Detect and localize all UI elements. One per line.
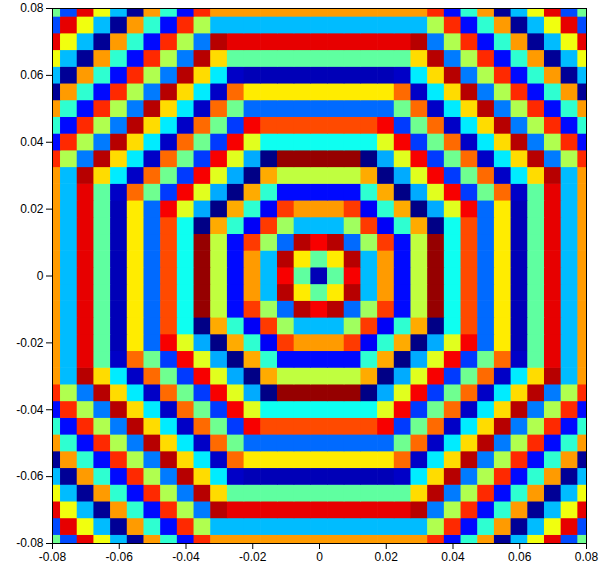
svg-text:-0.08: -0.08: [39, 550, 67, 564]
svg-text:-0.04: -0.04: [172, 550, 200, 564]
svg-text:-0.02: -0.02: [16, 336, 44, 350]
svg-text:0.06: 0.06: [508, 550, 532, 564]
svg-text:-0.08: -0.08: [16, 536, 44, 550]
svg-text:0.04: 0.04: [441, 550, 465, 564]
svg-text:0: 0: [37, 269, 44, 283]
svg-text:-0.02: -0.02: [239, 550, 267, 564]
svg-text:-0.04: -0.04: [16, 403, 44, 417]
svg-text:-0.06: -0.06: [16, 469, 44, 483]
svg-text:0.04: 0.04: [20, 135, 44, 149]
svg-text:0.08: 0.08: [575, 550, 599, 564]
svg-text:-0.06: -0.06: [106, 550, 134, 564]
svg-text:0: 0: [316, 550, 323, 564]
svg-text:0.06: 0.06: [20, 68, 44, 82]
svg-text:0.02: 0.02: [375, 550, 399, 564]
svg-text:0.02: 0.02: [20, 202, 44, 216]
svg-text:0.08: 0.08: [20, 1, 44, 15]
